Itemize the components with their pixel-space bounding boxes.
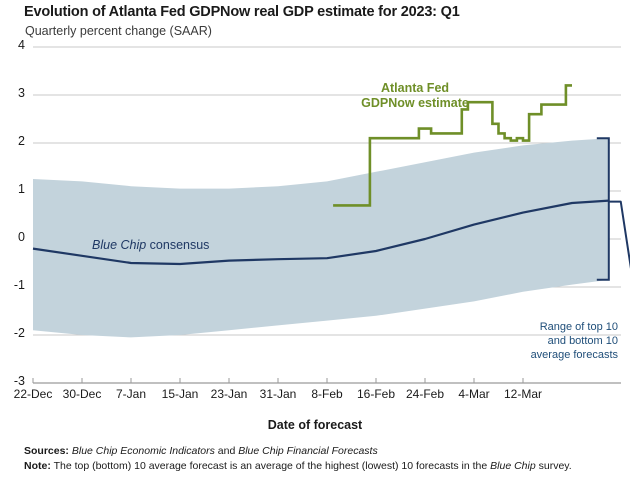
x-tick-label: 31-Jan [259,387,297,401]
range-annotation-line1: Range of top 10 [539,321,618,333]
blue-chip-consensus-line [32,199,609,266]
sources-pub-1: Blue Chip Economic Indicators [71,445,215,457]
x-tick-label: 22-Dec [13,387,53,401]
y-tick-label: -2 [13,326,25,340]
x-tick-label: 24-Feb [405,387,445,401]
chart-title: Evolution of Atlanta Fed GDPNow real GDP… [24,4,460,20]
blue-chip-consensus-annotation: Blue Chip consensus [92,238,209,252]
y-tick-label: 2 [18,134,25,148]
blue-chip-consensus-italic: Blue Chip [92,238,147,252]
note-label: Note: [24,459,51,472]
x-tick-label: 30-Dec [62,387,102,401]
note-text-1: The top (bottom) 10 average forecast is … [50,459,491,472]
gdpnow-annotation: Atlanta Fed GDPNow estimate [345,81,485,111]
x-tick-label: 15-Jan [161,387,199,401]
sources-line: Sources: Blue Chip Economic Indicators a… [24,444,624,459]
range-annotation: Range of top 10 and bottom 10 average fo… [531,320,618,362]
range-bracket [596,137,610,281]
x-tick-label: 4-Mar [458,387,490,401]
gdpnow-annotation-line1: Atlanta Fed [380,81,450,95]
x-tick-label: 23-Jan [210,387,248,401]
plot-area [32,46,630,384]
range-annotation-line3: average forecasts [530,349,618,361]
x-tick-label: 12-Mar [503,387,542,401]
footnotes: Sources: Blue Chip Economic Indicators a… [24,444,624,473]
x-axis-title: Date of forecast [267,418,363,432]
y-tick-label: 0 [18,230,25,244]
y-tick-label: 1 [18,182,25,196]
note-publication: Blue Chip [490,459,536,472]
x-tick-label: 8-Feb [311,387,343,401]
chart-canvas [32,46,630,384]
note-text-3: survey. [535,459,572,472]
range-annotation-line2: and bottom 10 [547,335,618,347]
chart-subtitle: Quarterly percent change (SAAR) [25,24,212,38]
y-tick-label: 4 [18,38,25,52]
x-tick-label: 16-Feb [356,387,396,401]
x-tick-marks [32,378,524,383]
y-tick-label: 3 [18,86,25,100]
sources-pub-2: Blue Chip Financial Forecasts [238,445,378,457]
y-tick-label: -1 [13,278,25,292]
note-line: Note: The top (bottom) 10 average foreca… [24,459,624,474]
sources-and: and [214,445,239,457]
x-tick-label: 7-Jan [115,387,147,401]
gdpnow-annotation-line2: GDPNow estimate [361,96,469,110]
gdpnow-estimate-line [333,84,572,207]
blue-chip-consensus-rest: consensus [146,238,210,252]
sources-label: Sources: [24,445,69,457]
range-leader-line [608,200,630,269]
forecast-range-band [33,138,609,338]
y-tick-label: -3 [13,374,25,388]
